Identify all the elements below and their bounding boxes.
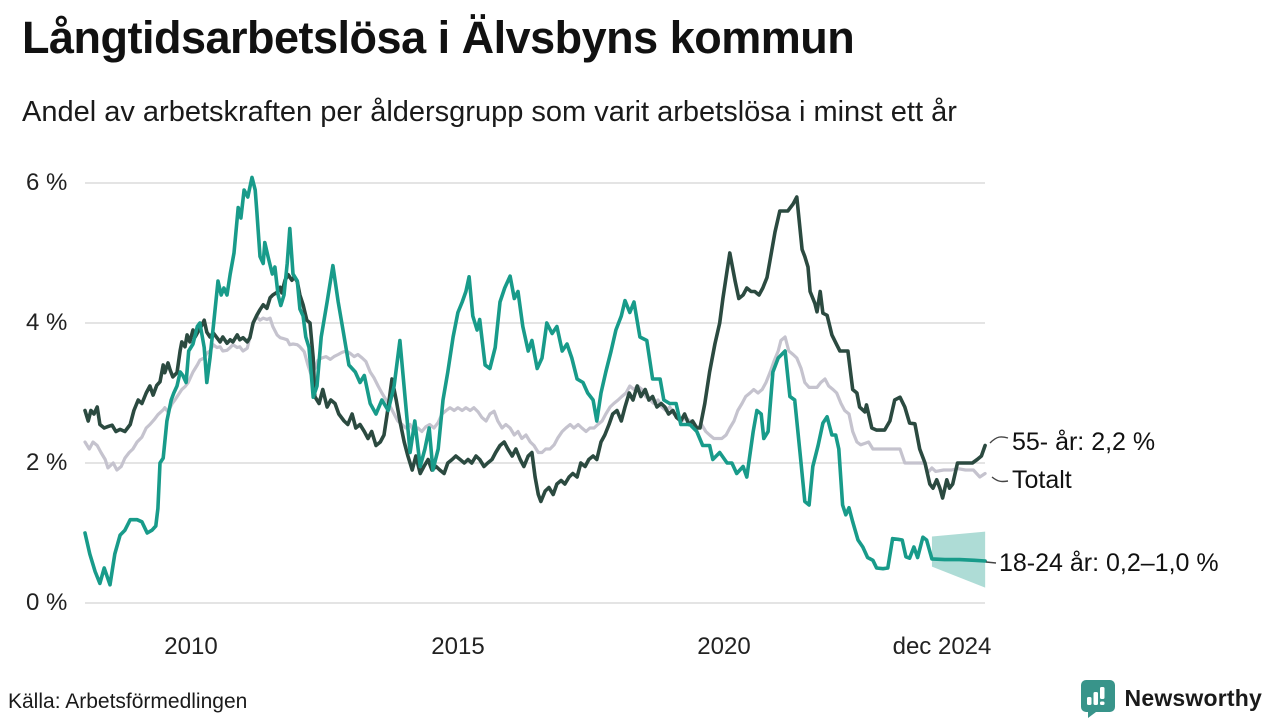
series-line-Totalt: [83, 315, 987, 479]
bar-chart-speech-bubble-icon: [1080, 680, 1115, 718]
leader-totalt-icon: [991, 476, 1009, 483]
y-tick-2: 2 %: [26, 449, 68, 476]
series-line-18-24 år: [83, 175, 987, 587]
y-tick-0: 0 %: [26, 589, 68, 616]
annotation-18-24-ar: 18-24 år: 0,2–1,0 %: [999, 549, 1219, 577]
y-tick-6: 6 %: [26, 169, 68, 196]
annotation-leader-lines: [985, 436, 1009, 564]
page-title: Långtidsarbetslösa i Älvsbyns kommun: [22, 12, 855, 63]
chart-subtitle: Andel av arbetskraften per åldersgrupp s…: [22, 96, 957, 128]
data-lines: [83, 175, 987, 587]
newsworthy-logo: Newsworthy: [1079, 678, 1262, 718]
x-tick-2010: 2010: [164, 633, 218, 660]
annotation-55-ar: 55- år: 2,2 %: [1012, 428, 1156, 456]
leader-1824-icon: [985, 561, 997, 564]
leader-55-icon: [989, 436, 1009, 444]
brand-name: Newsworthy: [1124, 684, 1262, 711]
x-tick-dec-2024: dec 2024: [892, 633, 992, 660]
annotation-totalt: Totalt: [1012, 466, 1072, 494]
x-tick-2015: 2015: [431, 633, 485, 660]
x-tick-2020: 2020: [697, 633, 751, 660]
source-note: Källa: Arbetsförmedlingen: [8, 690, 248, 713]
gridlines: [85, 182, 985, 604]
y-tick-4: 4 %: [26, 309, 68, 336]
